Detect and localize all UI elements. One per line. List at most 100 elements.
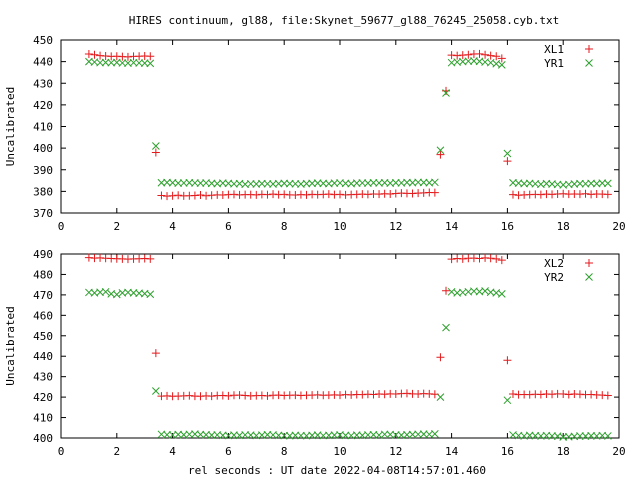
data-point <box>241 431 249 439</box>
data-point <box>436 150 445 159</box>
series-xl2 <box>84 253 612 401</box>
data-point <box>442 286 451 295</box>
data-point <box>157 191 166 200</box>
bottom-panel: 400 410 420 430 440 450 460 470 480 490 0 2 4 6 8 10 12 1… <box>4 248 626 458</box>
data-point <box>497 54 506 63</box>
data-point <box>414 430 422 439</box>
y-tick-label: 430 <box>33 77 53 90</box>
y-tick-label: 420 <box>33 391 53 404</box>
series-yr2 <box>85 287 612 441</box>
data-point <box>603 391 612 400</box>
data-point <box>603 190 612 199</box>
data-point <box>497 290 506 298</box>
data-point <box>503 157 512 166</box>
y-axis-label: Uncalibrated <box>4 306 17 385</box>
data-point <box>364 431 372 439</box>
chart-title: HIRES continuum, gl88, file:Skynet_59677… <box>129 14 559 27</box>
data-point <box>508 390 517 399</box>
data-point <box>430 188 439 197</box>
y-tick-label: 390 <box>33 164 53 177</box>
y-tick-label: 480 <box>33 268 53 281</box>
data-point <box>274 431 283 440</box>
data-point <box>152 387 160 395</box>
x-tick-label: 6 <box>225 445 232 458</box>
data-point <box>297 431 305 440</box>
data-point <box>280 431 289 440</box>
data-point <box>458 254 467 263</box>
data-point <box>587 431 595 440</box>
data-point <box>481 50 490 59</box>
data-point <box>196 430 205 439</box>
data-point <box>431 430 439 438</box>
data-point <box>207 431 216 439</box>
x-tick-label: 8 <box>281 445 288 458</box>
data-point <box>559 433 568 441</box>
x-tick-label: 4 <box>169 220 176 233</box>
data-point <box>492 52 501 61</box>
data-point <box>319 431 328 440</box>
series-xl1 <box>84 49 612 201</box>
data-point <box>503 356 512 365</box>
data-point <box>224 391 233 400</box>
data-point <box>436 393 445 401</box>
x-tick-label: 0 <box>58 220 65 233</box>
data-point <box>163 430 171 439</box>
x-tick-label: 12 <box>389 445 402 458</box>
y-tick-label: 380 <box>33 185 53 198</box>
x-tick-label: 16 <box>501 220 514 233</box>
y-tick-label: 410 <box>33 412 53 425</box>
legend-label: XL2 <box>544 257 564 270</box>
data-point <box>464 50 473 59</box>
data-point <box>146 290 155 299</box>
data-point <box>436 146 445 155</box>
x-tick-label: 14 <box>445 445 459 458</box>
y-tick-label: 490 <box>33 248 53 261</box>
data-point <box>603 432 612 440</box>
legend-marker <box>585 259 593 267</box>
legend-marker <box>585 273 593 281</box>
y-tick-label: 440 <box>33 56 53 69</box>
data-point <box>497 256 506 265</box>
y-tick-label: 410 <box>33 121 53 134</box>
y-tick-label: 440 <box>33 350 53 363</box>
data-point <box>431 178 439 187</box>
data-point <box>263 391 272 400</box>
data-point <box>486 254 495 263</box>
data-point <box>151 349 160 358</box>
data-point <box>391 431 400 439</box>
data-point <box>308 431 316 440</box>
x-tick-label: 16 <box>501 445 514 458</box>
data-point <box>218 431 227 440</box>
data-point <box>146 52 155 61</box>
data-point <box>230 431 238 439</box>
data-point <box>90 50 99 59</box>
data-point <box>486 51 495 60</box>
data-point <box>503 396 512 405</box>
x-tick-label: 14 <box>445 220 459 233</box>
data-point <box>408 430 417 439</box>
data-point <box>174 191 183 200</box>
legend-label: XL1 <box>544 43 564 56</box>
data-point <box>196 191 205 200</box>
y-tick-label: 370 <box>33 207 53 220</box>
data-point <box>291 431 300 440</box>
data-point <box>531 431 540 440</box>
data-point <box>341 431 350 440</box>
x-tick-label: 12 <box>389 220 402 233</box>
data-point <box>380 430 389 439</box>
y-axis-label: Uncalibrated <box>4 87 17 166</box>
y-tick-label: 460 <box>33 309 53 322</box>
x-tick-label: 4 <box>169 445 176 458</box>
data-point <box>548 432 556 440</box>
x-tick-label: 2 <box>113 220 120 233</box>
legend-marker <box>585 59 593 67</box>
x-tick-label: 18 <box>557 220 570 233</box>
y-tick-label: 420 <box>33 99 53 112</box>
data-point <box>419 430 428 438</box>
data-point <box>84 50 93 59</box>
data-point <box>146 59 155 68</box>
data-point <box>152 142 160 150</box>
x-tick-label: 18 <box>557 445 570 458</box>
